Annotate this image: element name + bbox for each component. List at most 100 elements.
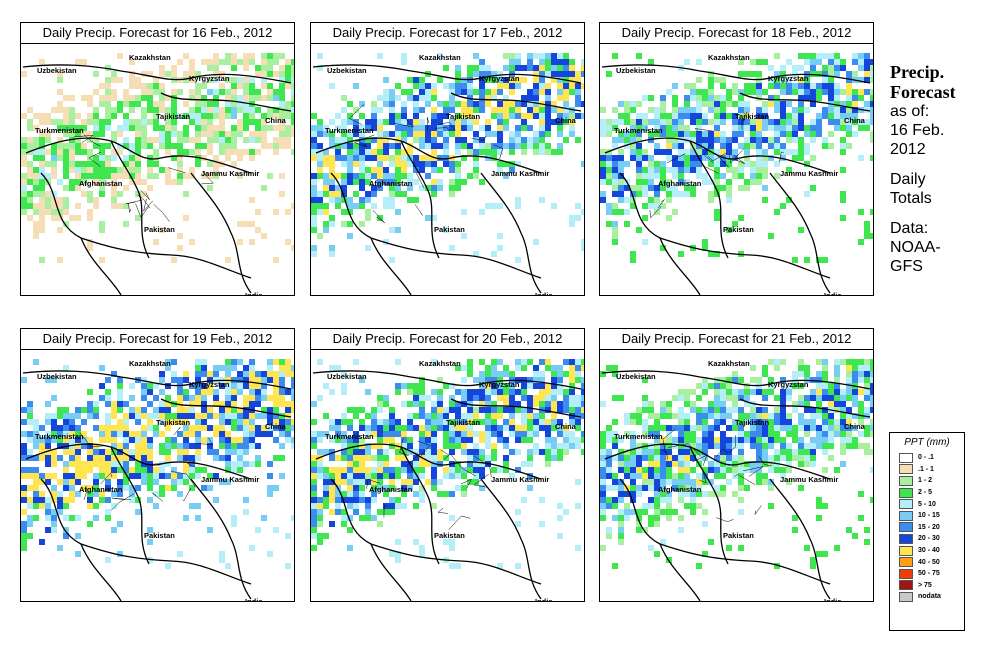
forecast-panel-5: Daily Precip. Forecast for 20 Feb., 2012… xyxy=(310,328,585,602)
sidebar-heading-2: Forecast xyxy=(890,82,956,102)
legend-swatch xyxy=(899,510,913,521)
legend-label: > 75 xyxy=(918,581,932,589)
legend-label: 0 - .1 xyxy=(918,454,934,462)
forecast-panel-1: Daily Precip. Forecast for 16 Feb., 2012… xyxy=(20,22,295,296)
panel-title: Daily Precip. Forecast for 21 Feb., 2012 xyxy=(600,329,873,350)
map-label-kazakhstan: Kazakhstan xyxy=(419,359,461,368)
map-label-tajikistan: Tajikistan xyxy=(156,418,190,427)
map-label-china: China xyxy=(265,116,287,125)
sidebar-heading-1: Precip. xyxy=(890,62,945,82)
legend-swatch xyxy=(899,522,913,533)
legend-swatch xyxy=(899,452,913,463)
legend-entry: 5 - 10 xyxy=(899,498,964,510)
map-label-china: China xyxy=(844,116,866,125)
legend-label: 1 - 2 xyxy=(918,477,933,485)
map-label-tajikistan: Tajikistan xyxy=(735,112,769,121)
forecast-panel-2: Daily Precip. Forecast for 17 Feb., 2012… xyxy=(310,22,585,296)
legend-entry: 1 - 2 xyxy=(899,475,964,487)
legend-entry: 40 - 50 xyxy=(899,556,964,568)
map-label-jammu: Jammu Kashmir xyxy=(780,169,838,178)
sidebar-data-1: Data: xyxy=(890,220,929,237)
precip-cells xyxy=(311,359,584,569)
legend-label: 20 - 30 xyxy=(918,535,940,543)
legend-entry: 30 - 40 xyxy=(899,545,964,557)
map-label-kazakhstan: Kazakhstan xyxy=(129,359,171,368)
map-label-afghanistan: Afghanistan xyxy=(369,485,413,494)
sidebar-totals-2: Totals xyxy=(890,190,932,207)
map-label-china: China xyxy=(555,422,577,431)
precip-map: Kazakhstan Uzbekistan Kyrgyzstan Tajikistan… xyxy=(311,53,584,295)
map-label-india: India xyxy=(824,291,842,295)
map-label-afghanistan: Afghanistan xyxy=(369,179,413,188)
sidebar-asof: as of: xyxy=(890,103,930,120)
map-label-uzbekistan: Uzbekistan xyxy=(37,66,77,75)
map-label-uzbekistan: Uzbekistan xyxy=(616,66,656,75)
legend-title: PPT (mm) xyxy=(904,437,950,448)
map-label-pakistan: Pakistan xyxy=(723,225,754,234)
sidebar-date-1: 16 Feb. xyxy=(890,122,945,139)
legend-swatch xyxy=(899,580,913,591)
map-label-afghanistan: Afghanistan xyxy=(658,179,702,188)
legend-label: 5 - 10 xyxy=(918,500,936,508)
map-label-afghanistan: Afghanistan xyxy=(658,485,702,494)
map-label-india: India xyxy=(824,597,842,601)
legend-swatch xyxy=(899,464,913,475)
map-label-kyrgyzstan: Kyrgyzstan xyxy=(479,74,520,83)
legend-entry: .1 - 1 xyxy=(899,464,964,476)
map-label-pakistan: Pakistan xyxy=(434,531,465,540)
sidebar-info: Precip. Forecast as of: 16 Feb. 2012 Dai… xyxy=(890,62,982,276)
precip-cells xyxy=(600,53,873,263)
sidebar-date-2: 2012 xyxy=(890,141,926,158)
map-label-china: China xyxy=(555,116,577,125)
legend-swatch xyxy=(899,545,913,556)
country-borders xyxy=(312,64,582,295)
country-borders xyxy=(312,370,582,601)
precip-map: Kazakhstan Uzbekistan Kyrgyzstan Tajikistan… xyxy=(600,359,873,601)
legend-label: 50 - 75 xyxy=(918,570,940,578)
legend-swatch xyxy=(899,499,913,510)
map-label-uzbekistan: Uzbekistan xyxy=(616,372,656,381)
map-label-jammu: Jammu Kashmir xyxy=(201,169,259,178)
legend-label: 30 - 40 xyxy=(918,547,940,555)
map-label-tajikistan: Tajikistan xyxy=(735,418,769,427)
country-borders xyxy=(601,64,871,295)
map-label-afghanistan: Afghanistan xyxy=(79,485,123,494)
legend-entry: 20 - 30 xyxy=(899,533,964,545)
legend-label: 10 - 15 xyxy=(918,512,940,520)
map-label-kyrgyzstan: Kyrgyzstan xyxy=(189,380,230,389)
sidebar-data-3: GFS xyxy=(890,258,923,275)
legend-entry: 50 - 75 xyxy=(899,568,964,580)
precip-map: Kazakhstan Uzbekistan Kyrgyzstan Tajikistan… xyxy=(600,53,873,295)
map-label-jammu: Jammu Kashmir xyxy=(491,475,549,484)
map-label-afghanistan: Afghanistan xyxy=(79,179,123,188)
map-label-turkmenistan: Turkmenistan xyxy=(325,126,374,135)
legend-swatch xyxy=(899,533,913,544)
legend-swatch xyxy=(899,568,913,579)
legend-entry: 10 - 15 xyxy=(899,510,964,522)
map-label-india: India xyxy=(535,291,553,295)
map-label-uzbekistan: Uzbekistan xyxy=(327,66,367,75)
precip-cells xyxy=(21,359,294,569)
panel-title: Daily Precip. Forecast for 16 Feb., 2012 xyxy=(21,23,294,44)
map-label-kyrgyzstan: Kyrgyzstan xyxy=(189,74,230,83)
legend-swatch xyxy=(899,591,913,602)
legend-label: 15 - 20 xyxy=(918,523,940,531)
map-label-turkmenistan: Turkmenistan xyxy=(325,432,374,441)
map-label-china: China xyxy=(844,422,866,431)
forecast-panel-6: Daily Precip. Forecast for 21 Feb., 2012… xyxy=(599,328,874,602)
forecast-panel-3: Daily Precip. Forecast for 18 Feb., 2012… xyxy=(599,22,874,296)
map-label-jammu: Jammu Kashmir xyxy=(491,169,549,178)
precip-cells xyxy=(600,359,873,569)
map-label-turkmenistan: Turkmenistan xyxy=(614,126,663,135)
country-borders xyxy=(22,370,292,601)
map-label-pakistan: Pakistan xyxy=(723,531,754,540)
legend-entry: 2 - 5 xyxy=(899,487,964,499)
map-label-india: India xyxy=(245,597,263,601)
map-label-tajikistan: Tajikistan xyxy=(446,418,480,427)
legend-label: nodata xyxy=(918,593,941,601)
map-label-uzbekistan: Uzbekistan xyxy=(37,372,77,381)
map-label-india: India xyxy=(535,597,553,601)
legend-entry: > 75 xyxy=(899,580,964,592)
map-label-india: India xyxy=(245,291,263,295)
legend-swatch xyxy=(899,475,913,486)
